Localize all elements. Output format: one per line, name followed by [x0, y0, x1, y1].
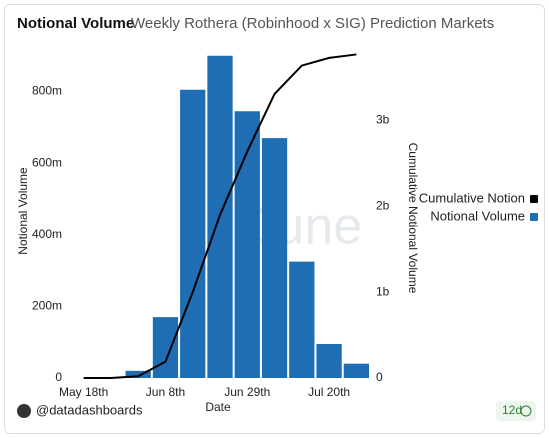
y2-tick-label: 0	[376, 370, 383, 384]
footer-author[interactable]: @datadashboards	[36, 402, 143, 417]
bar	[261, 138, 288, 378]
y2-tick-label: 1b	[376, 284, 390, 298]
legend-label: Notional Volume	[430, 208, 525, 223]
bar	[180, 89, 206, 379]
line	[83, 53, 357, 379]
y2-tick-label: 2b	[376, 199, 390, 213]
bar	[234, 111, 260, 378]
y-axis-title: Notional Volume	[16, 167, 30, 255]
x-axis-title: Date	[205, 400, 231, 414]
footer-age: 12d	[502, 403, 522, 417]
bar	[343, 363, 369, 378]
bar	[316, 343, 342, 378]
x-tick-label: Jul 20th	[308, 385, 350, 399]
y-tick-label: 0	[55, 370, 62, 384]
y2-axis-title: Cumulative Notional Volume	[406, 143, 420, 294]
legend-swatch	[530, 195, 538, 203]
y-tick-label: 200m	[32, 299, 62, 313]
x-tick-label: Jun 29th	[224, 385, 270, 399]
y-tick-label: 800m	[32, 84, 62, 98]
bar	[289, 261, 315, 378]
legend-swatch	[530, 213, 538, 221]
y-tick-label: 400m	[32, 227, 62, 241]
x-tick-label: Jun 8th	[146, 385, 185, 399]
legend-label: Cumulative Notion	[419, 190, 525, 205]
y2-tick-label: 3b	[376, 113, 390, 127]
chart-title: Notional Volume	[17, 15, 134, 32]
bar	[125, 370, 151, 378]
check-icon	[520, 405, 532, 417]
y-tick-label: 600m	[32, 155, 62, 169]
chart-subtitle: Weekly Rothera (Robinhood x SIG) Predict…	[131, 15, 494, 32]
bar	[152, 317, 179, 378]
x-tick-label: May 18th	[59, 385, 108, 399]
avatar	[17, 404, 31, 418]
